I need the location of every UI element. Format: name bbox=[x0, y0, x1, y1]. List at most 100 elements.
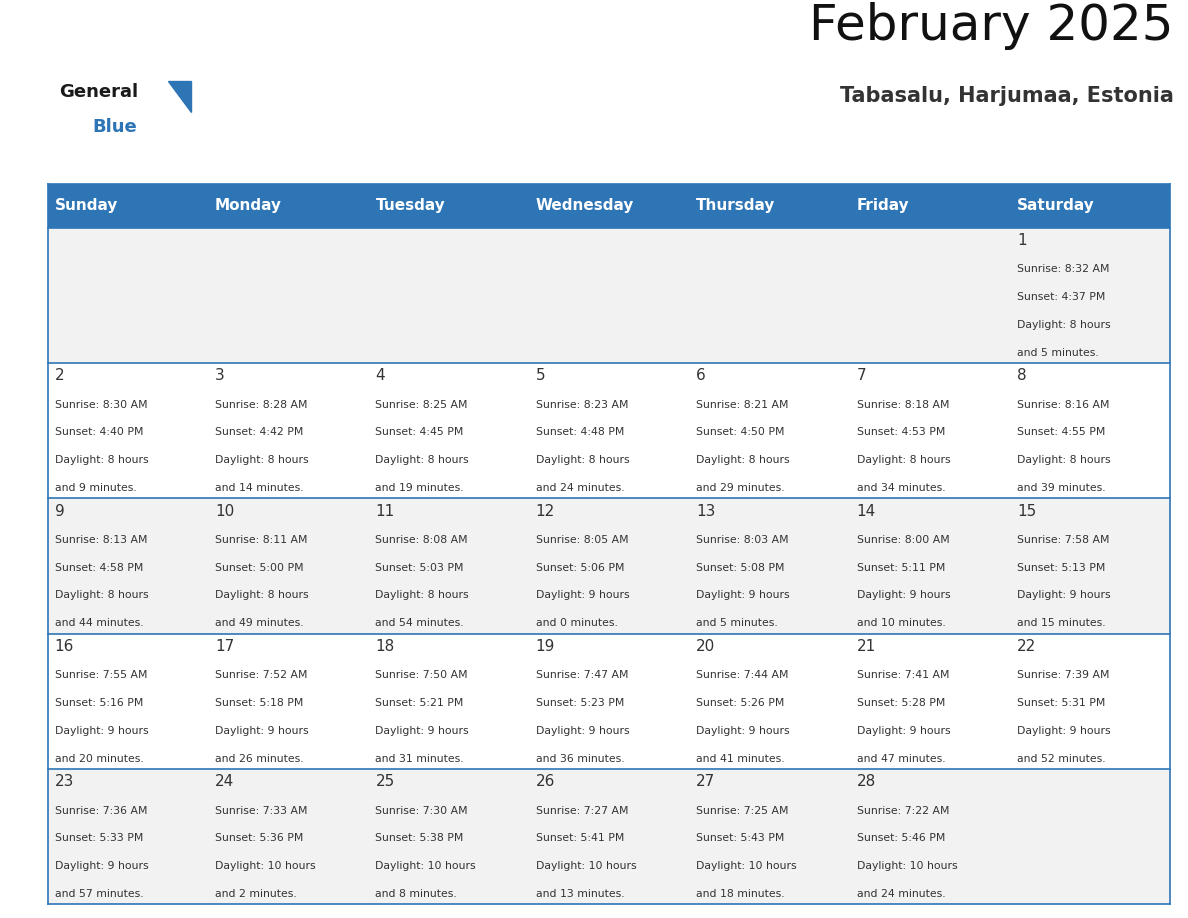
Text: Sunrise: 8:11 AM: Sunrise: 8:11 AM bbox=[215, 535, 308, 545]
Text: Sunrise: 7:25 AM: Sunrise: 7:25 AM bbox=[696, 806, 789, 815]
Text: Sunset: 5:18 PM: Sunset: 5:18 PM bbox=[215, 698, 303, 708]
Text: Sunset: 5:06 PM: Sunset: 5:06 PM bbox=[536, 563, 624, 573]
Text: Sunset: 5:11 PM: Sunset: 5:11 PM bbox=[857, 563, 944, 573]
Text: Daylight: 8 hours: Daylight: 8 hours bbox=[696, 455, 790, 465]
Text: Sunrise: 8:18 AM: Sunrise: 8:18 AM bbox=[857, 399, 949, 409]
Text: Sunrise: 7:55 AM: Sunrise: 7:55 AM bbox=[55, 670, 147, 680]
Text: 7: 7 bbox=[857, 368, 866, 384]
Text: Sunrise: 7:27 AM: Sunrise: 7:27 AM bbox=[536, 806, 628, 815]
Text: 26: 26 bbox=[536, 775, 555, 789]
Text: and 15 minutes.: and 15 minutes. bbox=[1017, 618, 1106, 628]
Text: Daylight: 8 hours: Daylight: 8 hours bbox=[1017, 455, 1111, 465]
Text: Sunrise: 7:36 AM: Sunrise: 7:36 AM bbox=[55, 806, 147, 815]
Bar bbox=[48, 633, 1170, 769]
Text: Daylight: 10 hours: Daylight: 10 hours bbox=[536, 861, 637, 871]
Text: Daylight: 9 hours: Daylight: 9 hours bbox=[696, 726, 790, 736]
Text: Sunrise: 8:25 AM: Sunrise: 8:25 AM bbox=[375, 399, 468, 409]
Text: Sunset: 4:42 PM: Sunset: 4:42 PM bbox=[215, 428, 303, 438]
Text: Sunset: 4:50 PM: Sunset: 4:50 PM bbox=[696, 428, 784, 438]
Text: Daylight: 10 hours: Daylight: 10 hours bbox=[857, 861, 958, 871]
Text: Sunset: 5:13 PM: Sunset: 5:13 PM bbox=[1017, 563, 1105, 573]
Text: Daylight: 9 hours: Daylight: 9 hours bbox=[857, 590, 950, 600]
Text: Sunrise: 7:30 AM: Sunrise: 7:30 AM bbox=[375, 806, 468, 815]
Text: and 8 minutes.: and 8 minutes. bbox=[375, 889, 457, 899]
Text: and 19 minutes.: and 19 minutes. bbox=[375, 483, 465, 493]
Text: Sunset: 5:16 PM: Sunset: 5:16 PM bbox=[55, 698, 143, 708]
Text: Daylight: 8 hours: Daylight: 8 hours bbox=[1017, 319, 1111, 330]
Text: Sunrise: 8:32 AM: Sunrise: 8:32 AM bbox=[1017, 264, 1110, 274]
Text: and 44 minutes.: and 44 minutes. bbox=[55, 618, 144, 628]
Text: General: General bbox=[59, 83, 139, 101]
Text: 22: 22 bbox=[1017, 639, 1036, 655]
Text: 8: 8 bbox=[1017, 368, 1026, 384]
Bar bbox=[48, 363, 1170, 498]
Text: Daylight: 9 hours: Daylight: 9 hours bbox=[55, 861, 148, 871]
Text: Sunrise: 7:39 AM: Sunrise: 7:39 AM bbox=[1017, 670, 1110, 680]
Text: Sunset: 4:37 PM: Sunset: 4:37 PM bbox=[1017, 292, 1105, 302]
Text: Sunset: 5:21 PM: Sunset: 5:21 PM bbox=[375, 698, 463, 708]
Text: Sunrise: 7:44 AM: Sunrise: 7:44 AM bbox=[696, 670, 789, 680]
Text: and 0 minutes.: and 0 minutes. bbox=[536, 618, 618, 628]
Text: and 39 minutes.: and 39 minutes. bbox=[1017, 483, 1106, 493]
Text: Sunset: 5:41 PM: Sunset: 5:41 PM bbox=[536, 834, 624, 844]
Text: 16: 16 bbox=[55, 639, 74, 655]
Text: 15: 15 bbox=[1017, 504, 1036, 519]
Text: and 26 minutes.: and 26 minutes. bbox=[215, 754, 304, 764]
Text: Daylight: 8 hours: Daylight: 8 hours bbox=[55, 455, 148, 465]
Text: Thursday: Thursday bbox=[696, 198, 776, 213]
Text: Tuesday: Tuesday bbox=[375, 198, 446, 213]
Text: Daylight: 9 hours: Daylight: 9 hours bbox=[1017, 590, 1111, 600]
Text: 25: 25 bbox=[375, 775, 394, 789]
Text: Wednesday: Wednesday bbox=[536, 198, 634, 213]
Text: and 57 minutes.: and 57 minutes. bbox=[55, 889, 144, 899]
Text: 14: 14 bbox=[857, 504, 876, 519]
Text: Sunrise: 8:23 AM: Sunrise: 8:23 AM bbox=[536, 399, 628, 409]
Text: Sunrise: 7:58 AM: Sunrise: 7:58 AM bbox=[1017, 535, 1110, 545]
Text: Sunset: 5:03 PM: Sunset: 5:03 PM bbox=[375, 563, 463, 573]
Text: and 9 minutes.: and 9 minutes. bbox=[55, 483, 137, 493]
Text: Blue: Blue bbox=[93, 118, 138, 136]
Text: Sunset: 5:00 PM: Sunset: 5:00 PM bbox=[215, 563, 304, 573]
Text: Daylight: 9 hours: Daylight: 9 hours bbox=[857, 726, 950, 736]
Text: Sunrise: 8:00 AM: Sunrise: 8:00 AM bbox=[857, 535, 949, 545]
Text: Sunrise: 8:16 AM: Sunrise: 8:16 AM bbox=[1017, 399, 1110, 409]
Text: and 24 minutes.: and 24 minutes. bbox=[536, 483, 625, 493]
Text: and 47 minutes.: and 47 minutes. bbox=[857, 754, 946, 764]
Text: Daylight: 8 hours: Daylight: 8 hours bbox=[375, 590, 469, 600]
Text: 23: 23 bbox=[55, 775, 74, 789]
Text: Sunset: 4:48 PM: Sunset: 4:48 PM bbox=[536, 428, 624, 438]
Text: and 36 minutes.: and 36 minutes. bbox=[536, 754, 625, 764]
Text: Daylight: 9 hours: Daylight: 9 hours bbox=[536, 590, 630, 600]
Text: Daylight: 9 hours: Daylight: 9 hours bbox=[1017, 726, 1111, 736]
Text: Sunrise: 7:50 AM: Sunrise: 7:50 AM bbox=[375, 670, 468, 680]
Text: Sunrise: 7:41 AM: Sunrise: 7:41 AM bbox=[857, 670, 949, 680]
Text: 24: 24 bbox=[215, 775, 234, 789]
Text: Sunset: 5:28 PM: Sunset: 5:28 PM bbox=[857, 698, 944, 708]
Text: 5: 5 bbox=[536, 368, 545, 384]
Text: Daylight: 8 hours: Daylight: 8 hours bbox=[215, 590, 309, 600]
Bar bbox=[48, 228, 1170, 363]
Text: and 41 minutes.: and 41 minutes. bbox=[696, 754, 785, 764]
Text: Daylight: 9 hours: Daylight: 9 hours bbox=[696, 590, 790, 600]
Text: 11: 11 bbox=[375, 504, 394, 519]
Text: 27: 27 bbox=[696, 775, 715, 789]
Text: Daylight: 8 hours: Daylight: 8 hours bbox=[55, 590, 148, 600]
Text: and 5 minutes.: and 5 minutes. bbox=[1017, 348, 1099, 358]
Text: Daylight: 9 hours: Daylight: 9 hours bbox=[375, 726, 469, 736]
Text: 18: 18 bbox=[375, 639, 394, 655]
Text: and 34 minutes.: and 34 minutes. bbox=[857, 483, 946, 493]
Text: February 2025: February 2025 bbox=[809, 3, 1174, 50]
Text: Daylight: 10 hours: Daylight: 10 hours bbox=[696, 861, 797, 871]
Text: 4: 4 bbox=[375, 368, 385, 384]
Text: Sunrise: 8:05 AM: Sunrise: 8:05 AM bbox=[536, 535, 628, 545]
Text: Daylight: 8 hours: Daylight: 8 hours bbox=[536, 455, 630, 465]
Text: Sunset: 4:45 PM: Sunset: 4:45 PM bbox=[375, 428, 463, 438]
Text: 19: 19 bbox=[536, 639, 555, 655]
Text: and 49 minutes.: and 49 minutes. bbox=[215, 618, 304, 628]
Text: Sunset: 5:08 PM: Sunset: 5:08 PM bbox=[696, 563, 784, 573]
Text: Sunset: 4:55 PM: Sunset: 4:55 PM bbox=[1017, 428, 1105, 438]
Text: Sunrise: 8:03 AM: Sunrise: 8:03 AM bbox=[696, 535, 789, 545]
Text: and 29 minutes.: and 29 minutes. bbox=[696, 483, 785, 493]
Text: Sunrise: 7:22 AM: Sunrise: 7:22 AM bbox=[857, 806, 949, 815]
Text: 1: 1 bbox=[1017, 233, 1026, 248]
